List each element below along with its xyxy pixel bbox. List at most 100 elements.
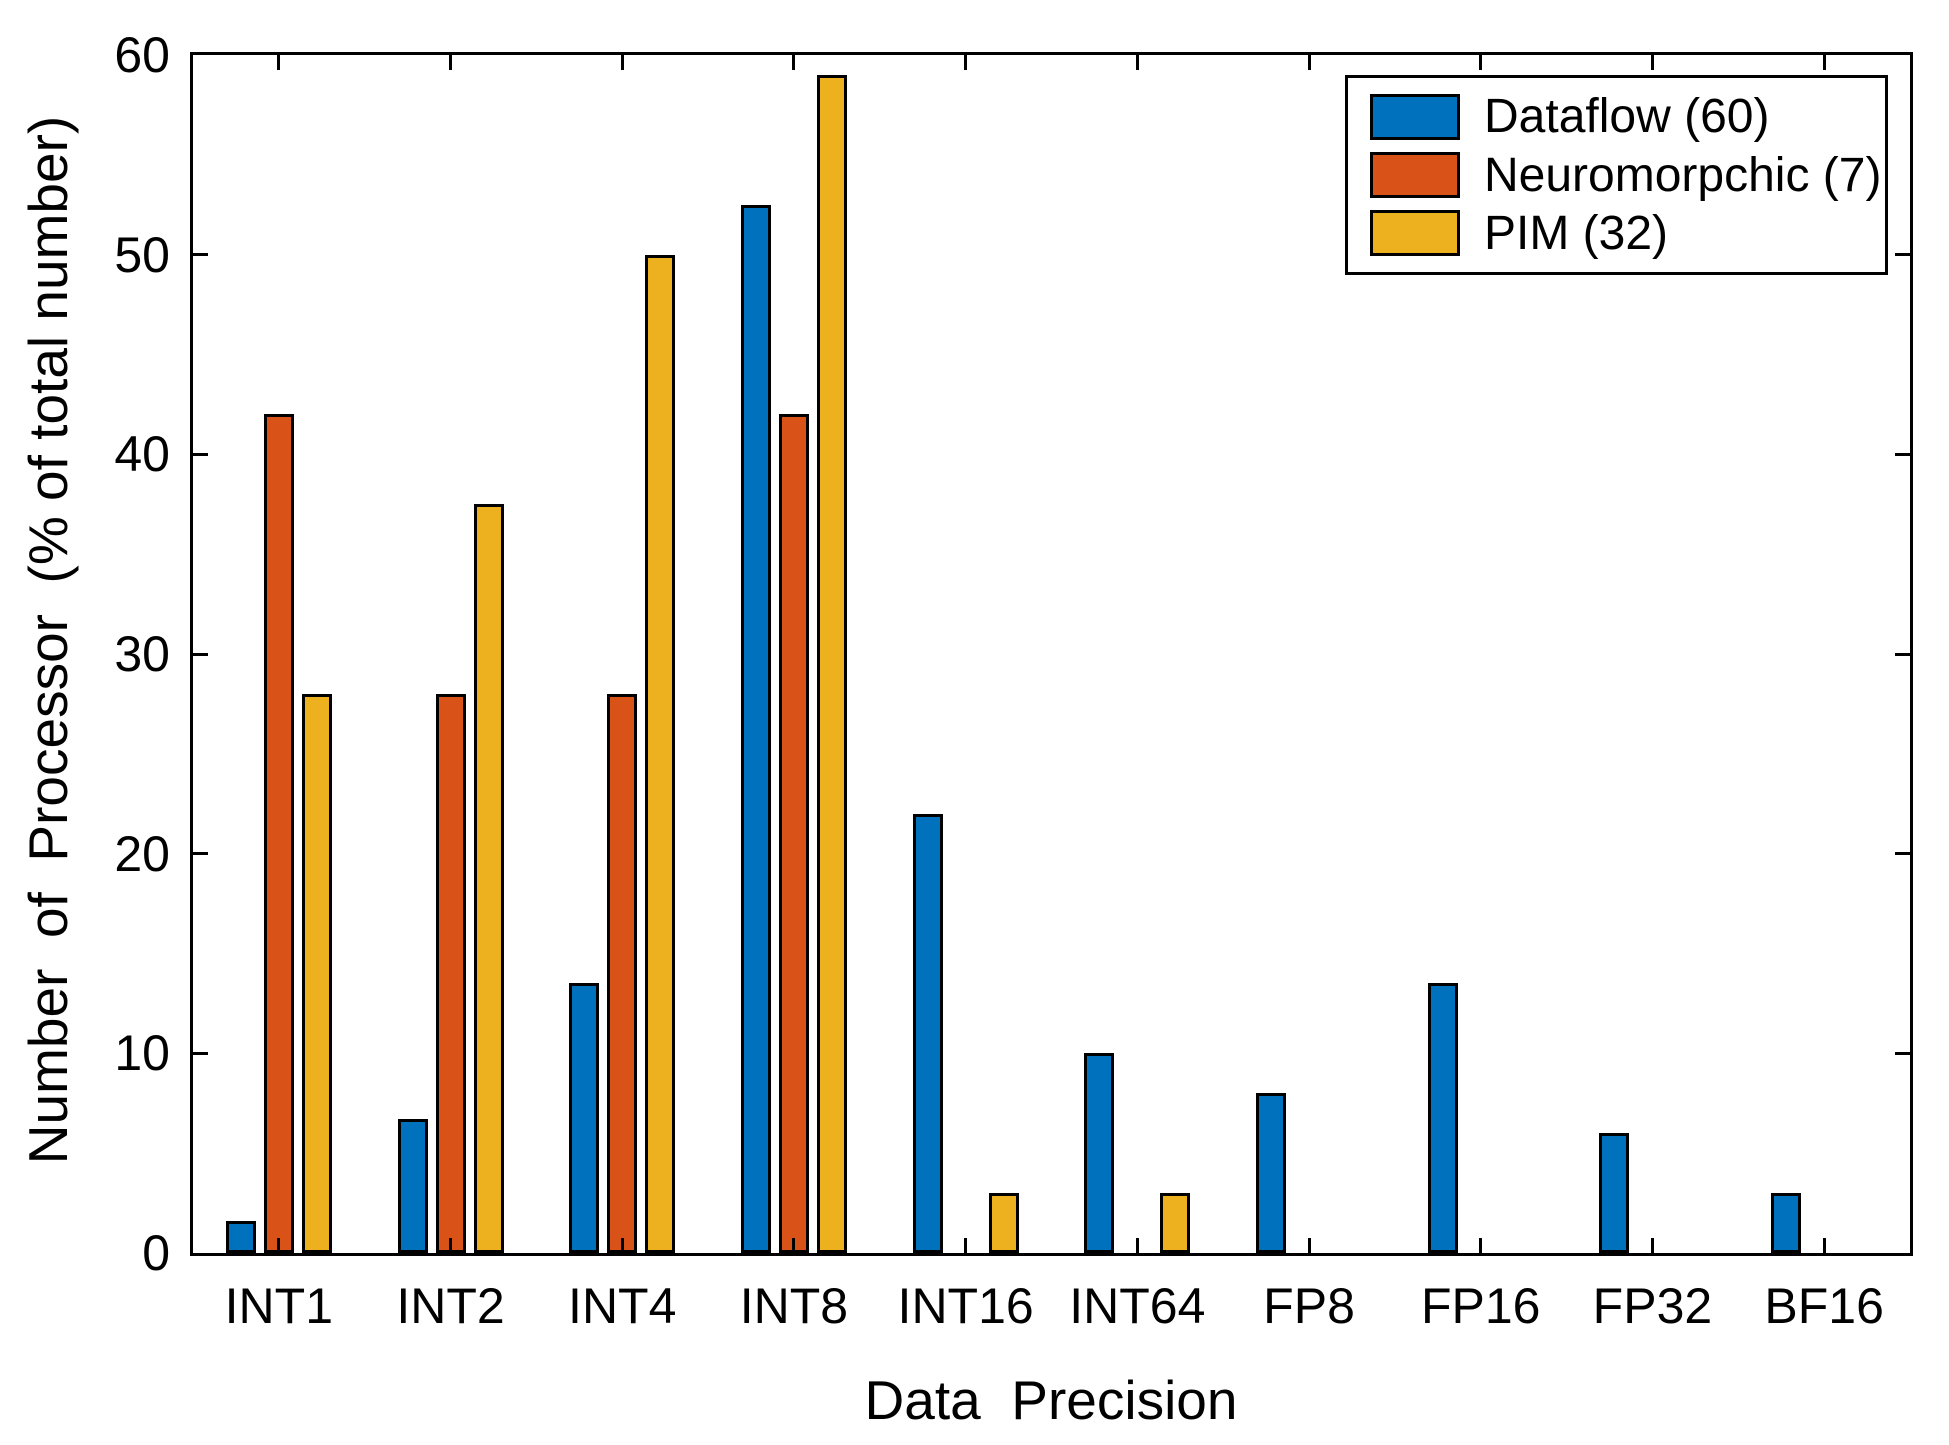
bar-slot xyxy=(1294,55,1324,1253)
bar-group-int1 xyxy=(193,55,365,1253)
x-tick-bottom xyxy=(792,1238,796,1253)
y-tick-right xyxy=(1895,652,1910,656)
x-tick-top xyxy=(449,55,453,70)
bar-slot xyxy=(1084,55,1115,1253)
y-tick-left xyxy=(193,253,208,257)
bar-slot xyxy=(1256,55,1287,1253)
x-tick-label-int16: INT16 xyxy=(897,1278,1034,1334)
bar-group-int2 xyxy=(365,55,537,1253)
x-tick-label-fp8: FP8 xyxy=(1263,1278,1355,1334)
x-tick-label-fp16: FP16 xyxy=(1420,1278,1541,1334)
bar-fp8-series-0 xyxy=(1256,1093,1287,1253)
bar-group-int4 xyxy=(536,55,708,1253)
y-tick-label-60: 60 xyxy=(114,27,170,83)
y-tick-right xyxy=(1895,1051,1910,1055)
x-tick-label-bf16: BF16 xyxy=(1764,1278,1884,1334)
legend-swatch xyxy=(1370,152,1460,198)
y-tick-left xyxy=(193,652,208,656)
bar-fp32-series-0 xyxy=(1599,1133,1630,1253)
legend-item: Dataflow (60) xyxy=(1348,89,1885,144)
legend-label: Neuromorpchic (7) xyxy=(1484,148,1882,202)
x-tick-top xyxy=(1135,55,1139,70)
bar-bf16-series-0 xyxy=(1771,1193,1802,1253)
legend-label: Dataflow (60) xyxy=(1484,90,1770,144)
bar-fp16-series-0 xyxy=(1427,983,1458,1253)
bar-group-int16 xyxy=(880,55,1052,1253)
x-tick-top xyxy=(792,55,796,70)
bar-group-int8 xyxy=(708,55,880,1253)
bar-int4-series-1 xyxy=(607,693,638,1253)
x-tick-label-int8: INT8 xyxy=(739,1278,849,1334)
bar-group-int64 xyxy=(1052,55,1224,1253)
x-tick-label-int4: INT4 xyxy=(568,1278,677,1334)
legend-swatch xyxy=(1370,210,1460,257)
bar-int1-series-1 xyxy=(263,414,294,1253)
bar-slot xyxy=(816,55,847,1253)
x-tick-label-int1: INT1 xyxy=(224,1278,334,1334)
x-tick-top xyxy=(1650,55,1654,70)
x-tick-bottom xyxy=(1822,1238,1826,1253)
y-tick-left xyxy=(193,852,208,856)
x-tick-bottom xyxy=(1479,1238,1483,1253)
x-tick-bottom xyxy=(1650,1238,1654,1253)
bar-int2-series-2 xyxy=(473,504,504,1253)
bar-slot xyxy=(435,55,466,1253)
x-tick-top xyxy=(277,55,281,70)
y-tick-label-40: 40 xyxy=(114,426,170,483)
bar-slot xyxy=(1160,55,1191,1253)
y-tick-label-30: 30 xyxy=(114,626,170,682)
x-tick-top xyxy=(1479,55,1483,70)
x-tick-bottom xyxy=(1135,1238,1139,1253)
x-tick-bottom xyxy=(277,1238,281,1253)
y-tick-label-20: 20 xyxy=(114,825,170,882)
x-tick-label-int2: INT2 xyxy=(396,1278,505,1334)
y-tick-left xyxy=(193,452,208,456)
bar-slot xyxy=(912,55,943,1253)
bar-int64-series-0 xyxy=(1084,1053,1115,1253)
x-tick-label-fp32: FP32 xyxy=(1592,1278,1713,1334)
bar-int4-series-2 xyxy=(645,254,676,1253)
bar-slot xyxy=(645,55,676,1253)
x-tick-top xyxy=(964,55,968,70)
y-tick-label-10: 10 xyxy=(114,1025,170,1082)
bar-slot xyxy=(263,55,294,1253)
x-tick-bottom xyxy=(964,1238,968,1253)
bar-int8-series-1 xyxy=(778,414,809,1253)
legend-swatch xyxy=(1370,93,1460,140)
bar-slot xyxy=(951,55,981,1253)
bar-int2-series-1 xyxy=(435,693,466,1253)
bar-slot xyxy=(607,55,638,1253)
bar-int8-series-0 xyxy=(740,204,771,1253)
bar-slot xyxy=(301,55,332,1253)
legend-label: PIM (32) xyxy=(1484,206,1669,260)
bar-slot xyxy=(988,55,1019,1253)
bar-int64-series-2 xyxy=(1160,1193,1191,1253)
bar-int2-series-0 xyxy=(397,1119,428,1253)
bar-int1-series-2 xyxy=(301,693,332,1253)
legend-item: Neuromorpchic (7) xyxy=(1348,148,1885,203)
bar-group-bf16 xyxy=(1738,55,1910,1253)
y-tick-right xyxy=(1895,852,1910,856)
x-axis-label: Data Precision xyxy=(864,1369,1238,1431)
x-tick-bottom xyxy=(449,1238,453,1253)
bar-group-fp16 xyxy=(1395,55,1567,1253)
bar-int8-series-2 xyxy=(816,74,847,1253)
y-tick-right xyxy=(1895,452,1910,456)
legend-item: PIM (32) xyxy=(1348,206,1885,261)
x-tick-top xyxy=(620,55,624,70)
bar-int16-series-0 xyxy=(912,813,943,1253)
y-tick-label-50: 50 xyxy=(114,226,170,283)
bar-int1-series-0 xyxy=(225,1221,256,1253)
y-tick-left xyxy=(193,1051,208,1055)
x-tick-top xyxy=(1307,55,1311,70)
bar-slot xyxy=(225,55,256,1253)
bar-group-fp8 xyxy=(1223,55,1395,1253)
bar-slot xyxy=(1427,55,1458,1253)
x-tick-label-int64: INT64 xyxy=(1069,1278,1206,1334)
bar-int4-series-0 xyxy=(569,983,600,1253)
bar-int16-series-2 xyxy=(988,1193,1019,1253)
x-tick-bottom xyxy=(620,1238,624,1253)
y-tick-right xyxy=(1895,253,1910,257)
x-tick-bottom xyxy=(1307,1238,1311,1253)
bar-slot xyxy=(397,55,428,1253)
